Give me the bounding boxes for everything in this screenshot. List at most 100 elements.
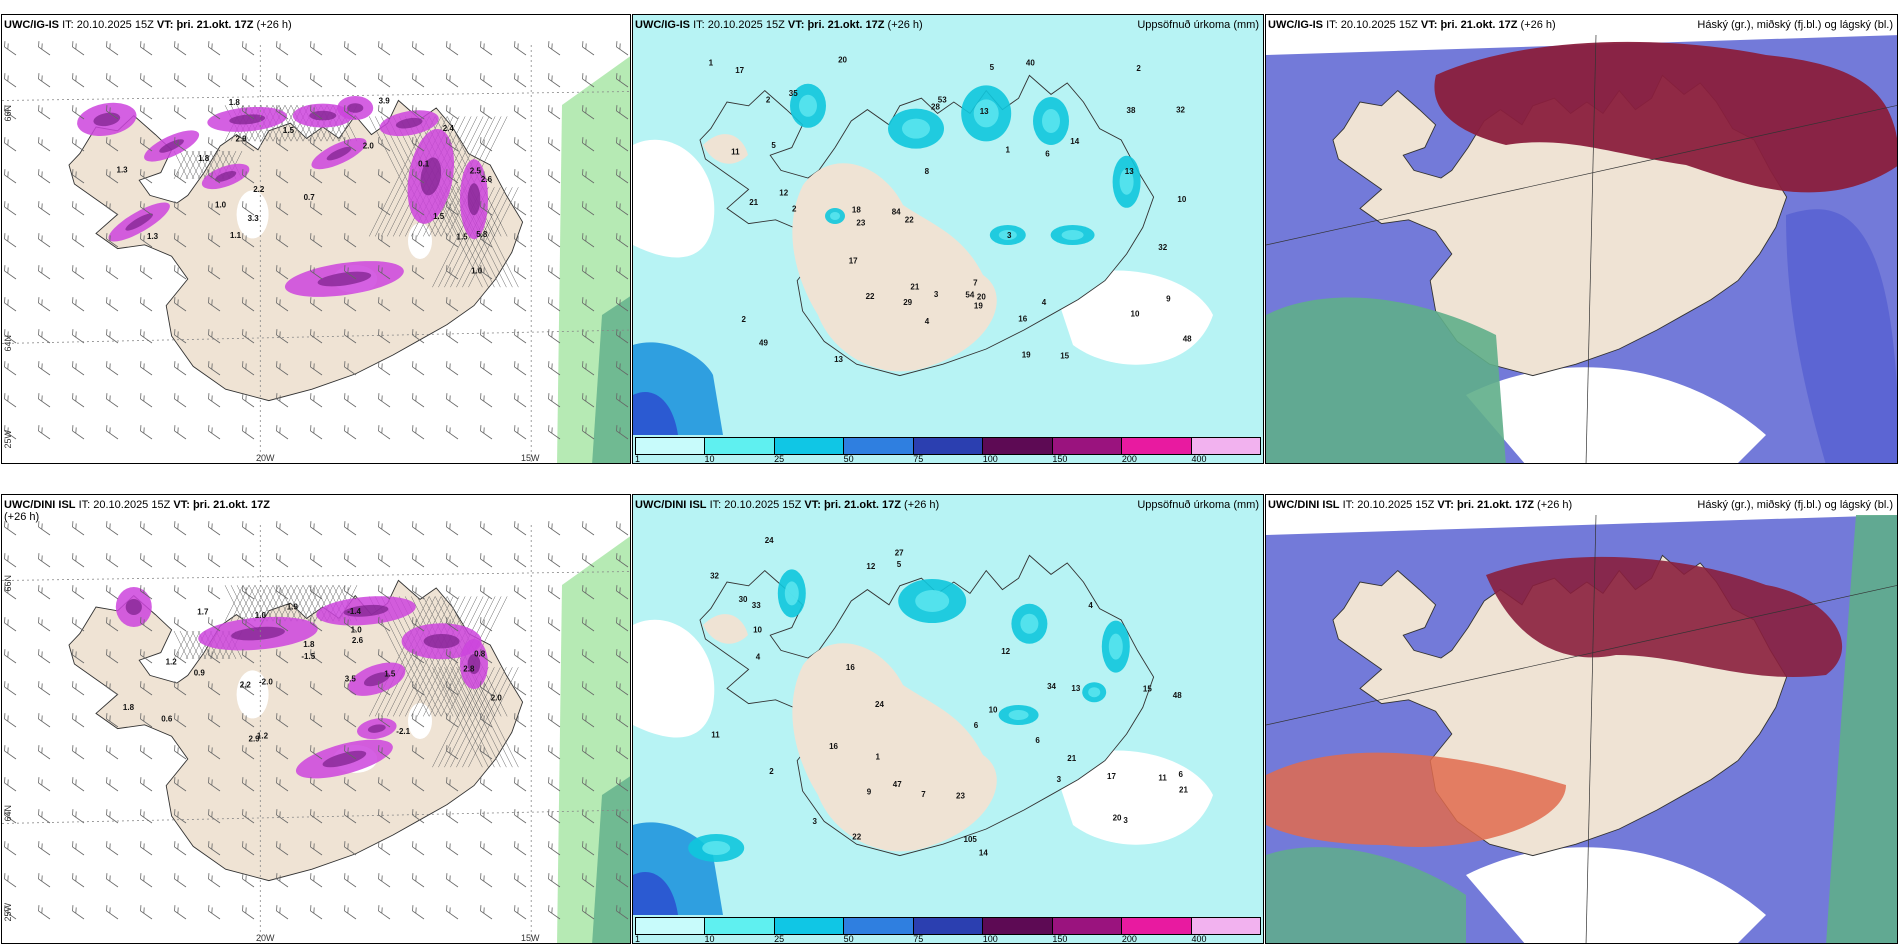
wind-barb <box>4 905 17 920</box>
wind-barb <box>242 201 255 216</box>
value-label: 0.9 <box>194 668 206 677</box>
wind-barb <box>310 777 323 792</box>
value-label: 17 <box>849 256 858 265</box>
value-label: 17 <box>735 66 744 75</box>
wind-barb <box>378 777 391 792</box>
wind-barb <box>38 553 51 568</box>
wind-barb <box>174 201 187 216</box>
value-label: 84 <box>892 207 901 216</box>
value-label: 24 <box>875 700 884 709</box>
value-label: 1.5 <box>433 212 445 221</box>
value-label: 0.6 <box>161 714 173 723</box>
wind-barb <box>582 265 595 280</box>
wind-barb <box>208 137 221 152</box>
value-label: -1.4 <box>347 607 361 616</box>
precip-core <box>214 171 237 182</box>
wind-barb <box>378 713 391 728</box>
value-label: 8 <box>925 167 930 176</box>
wind-barb <box>276 553 289 568</box>
wind-barb <box>616 169 629 184</box>
value-label: 11 <box>711 731 720 740</box>
wind-barb <box>412 809 425 824</box>
wind-barb <box>616 41 629 56</box>
wind-barb <box>378 41 391 56</box>
wind-barb <box>106 105 119 120</box>
wind-barb <box>344 393 357 408</box>
wind-barb <box>276 585 289 600</box>
wind-barb <box>242 713 255 728</box>
wind-barb <box>106 41 119 56</box>
wind-barb <box>446 713 459 728</box>
hatch-line <box>191 150 207 180</box>
clear-zone <box>1466 367 1766 463</box>
wind-barb <box>412 905 425 920</box>
mid-cloud <box>1786 209 1897 463</box>
wind-barb <box>480 265 493 280</box>
value-label: 1.8 <box>198 154 210 163</box>
wind-barb <box>4 617 17 632</box>
legend-swatch <box>1052 918 1123 934</box>
wind-barb <box>412 585 425 600</box>
value-label: 29 <box>903 298 912 307</box>
wind-barb <box>446 393 459 408</box>
wind-barb <box>242 521 255 536</box>
wind-barb <box>174 41 187 56</box>
precip-core <box>363 672 390 687</box>
wind-barb <box>344 745 357 760</box>
value-label: 6 <box>1179 770 1184 779</box>
wind-barb <box>480 137 493 152</box>
wind-barb <box>38 361 51 376</box>
precip-core <box>229 114 266 125</box>
wind-barb <box>514 553 527 568</box>
value-label: 27 <box>895 548 904 557</box>
wind-barb <box>174 841 187 856</box>
value-label: 15 <box>1060 352 1069 361</box>
wind-barb <box>514 297 527 312</box>
wind-barb <box>480 585 493 600</box>
wind-barb <box>310 521 323 536</box>
wind-barb <box>412 649 425 664</box>
value-label: 22 <box>866 292 875 301</box>
value-label: 1.1 <box>230 231 242 240</box>
wind-barb <box>140 777 153 792</box>
wind-barb <box>548 521 561 536</box>
legend-tick: 1 <box>635 934 641 944</box>
wind-barb <box>446 809 459 824</box>
wind-barb <box>106 393 119 408</box>
wind-barb <box>582 841 595 856</box>
clear-zone <box>1466 847 1766 943</box>
hatch-line <box>374 596 436 717</box>
wind-barb <box>174 521 187 536</box>
wind-barb <box>38 841 51 856</box>
wind-barb <box>548 617 561 632</box>
wind-barb <box>548 585 561 600</box>
wind-barb <box>616 105 629 120</box>
value-label: 1.0 <box>351 626 363 635</box>
wind-barb <box>582 201 595 216</box>
wind-barb <box>106 137 119 152</box>
wind-barb <box>106 649 119 664</box>
wind-barb <box>140 809 153 824</box>
value-label: 1.8 <box>303 640 315 649</box>
wind-barb <box>480 425 493 440</box>
wind-barb <box>310 841 323 856</box>
wind-barb <box>242 233 255 248</box>
wind-barb <box>582 105 595 120</box>
wind-barb <box>412 521 425 536</box>
wind-barb <box>4 393 17 408</box>
wind-barb <box>480 841 493 856</box>
wind-barb <box>4 841 17 856</box>
wind-barb <box>174 361 187 376</box>
wind-barb <box>4 745 17 760</box>
map-panel-clouds-bottom: UWC/DINI ISL IT: 20.10.2025 15Z VT: þri.… <box>1265 494 1898 944</box>
wind-barb <box>310 873 323 888</box>
wind-barb <box>140 137 153 152</box>
wind-barb <box>378 329 391 344</box>
wind-barb <box>582 777 595 792</box>
legend-bar <box>635 917 1261 935</box>
snow-patch <box>408 223 432 259</box>
wind-barb <box>242 873 255 888</box>
wind-barb <box>616 809 629 824</box>
wind-barb <box>38 905 51 920</box>
